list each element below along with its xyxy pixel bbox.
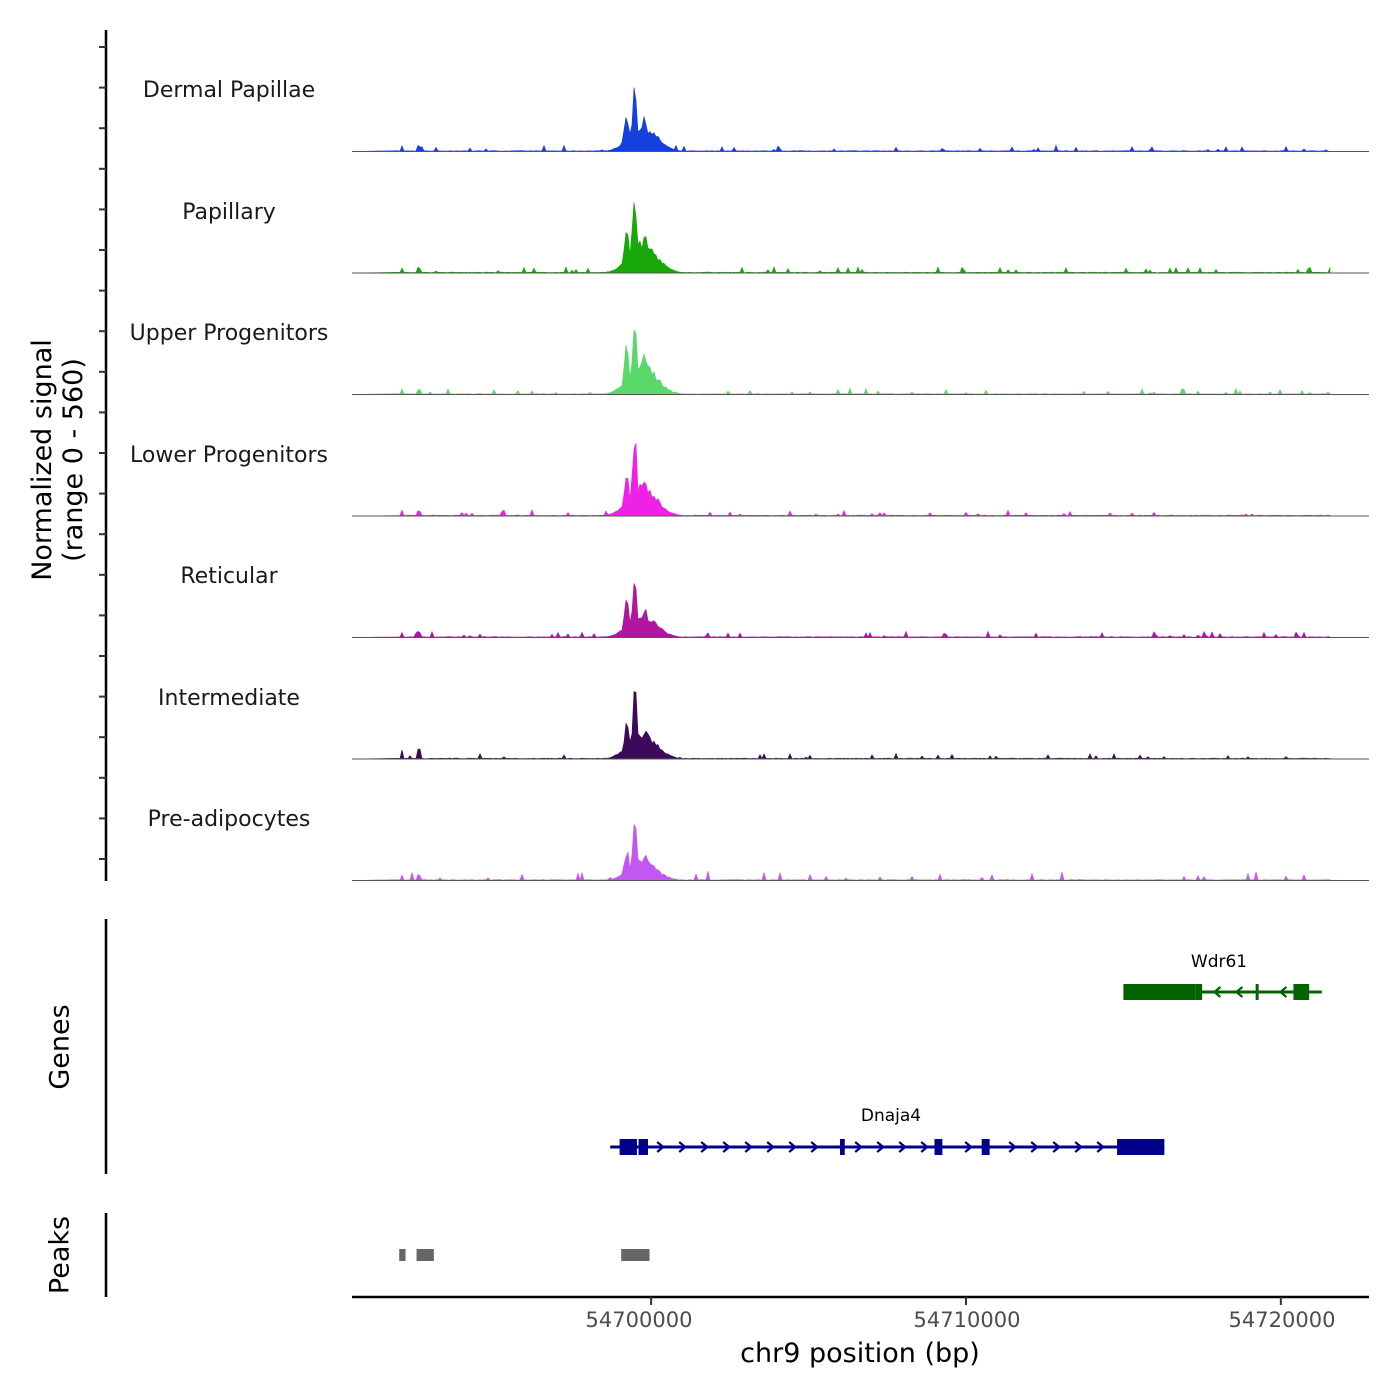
track-label-papillary: Papillary [182,200,276,225]
track-label-reticular: Reticular [180,564,278,589]
gene-strand-arrow [898,1141,907,1153]
peak-track [399,1249,650,1261]
gene-strand-arrow [1096,1141,1105,1153]
gene-strand-arrow [1212,986,1222,998]
gene-strand-arrow [678,1141,687,1153]
gene-strand-arrow [1030,1141,1039,1153]
coverage-area-intermediate [351,691,1331,760]
x-axis [352,1295,1369,1305]
gene-strand-arrow [1278,986,1288,998]
gene-strand-arrow [766,1141,775,1153]
track-label-upper-progenitors: Upper Progenitors [129,321,329,346]
gene-exon-wdr61 [1293,984,1310,1000]
gene-strand-arrow [1074,1141,1083,1153]
gene-exon-dnaja4 [638,1139,648,1155]
gene-strand-arrow [656,1141,665,1153]
gene-strand-arrow [744,1141,753,1153]
genes-y-axis-title: Genes [44,1004,76,1090]
gene-exon-dnaja4 [840,1139,845,1155]
x-axis-title: chr9 position (bp) [740,1338,980,1369]
gene-strand-arrow [1052,1141,1061,1153]
gene-strand-arrow [854,1141,863,1153]
coverage-area-reticular [351,583,1331,638]
gene-strand-arrow [788,1141,797,1153]
coverage-area-upper-progenitors [351,328,1331,395]
left-axes [99,30,108,1297]
gene-track [610,984,1322,1155]
peak-region [416,1249,434,1261]
peak-region [399,1249,406,1261]
track-label-lower-progenitors: Lower Progenitors [130,443,328,468]
coverage-tracks [351,87,1369,882]
gene-strand-arrow [1008,1141,1017,1153]
track-label-intermediate: Intermediate [158,686,300,711]
track-label-pre-adipocytes: Pre-adipocytes [147,807,311,832]
gene-exon-wdr61 [1255,984,1259,1000]
gene-strand-arrow [700,1141,709,1153]
coverage-area-papillary [351,202,1331,274]
gene-strand-arrow [722,1141,731,1153]
x-tick-label: 54720000 [1228,1308,1336,1332]
x-tick-label: 54710000 [913,1308,1021,1332]
gene-label-dnaja4: Dnaja4 [860,1106,922,1126]
gene-strand-arrow [964,1141,973,1153]
gene-exon-dnaja4 [981,1139,990,1155]
gene-exon-dnaja4 [619,1139,637,1155]
coverage-y-axis-range: (range 0 - 560) [58,358,89,562]
gene-strand-arrow [810,1141,819,1153]
gene-label-wdr61: Wdr61 [1190,952,1248,972]
coverage-area-dermal-papillae [351,87,1331,152]
coverage-y-axis-title: Normalized signal (range 0 - 560) [27,339,89,581]
gene-exon-dnaja4 [934,1139,943,1155]
coverage-area-lower-progenitors [351,443,1331,517]
x-tick-label: 54700000 [585,1308,693,1332]
gene-exon-wdr61 [1195,984,1203,1000]
coverage-y-axis-label: Normalized signal [27,339,58,581]
peak-region [621,1249,650,1261]
gene-strand-arrow [920,1141,929,1153]
coverage-area-pre-adipocytes [351,823,1331,882]
gene-exon-dnaja4 [1117,1139,1165,1155]
gene-exon-wdr61 [1123,984,1196,1000]
track-label-dermal-papillae: Dermal Papillae [142,78,316,103]
gene-strand-arrow [876,1141,885,1153]
peaks-y-axis-title: Peaks [44,1215,76,1295]
gene-strand-arrow [1234,986,1244,998]
